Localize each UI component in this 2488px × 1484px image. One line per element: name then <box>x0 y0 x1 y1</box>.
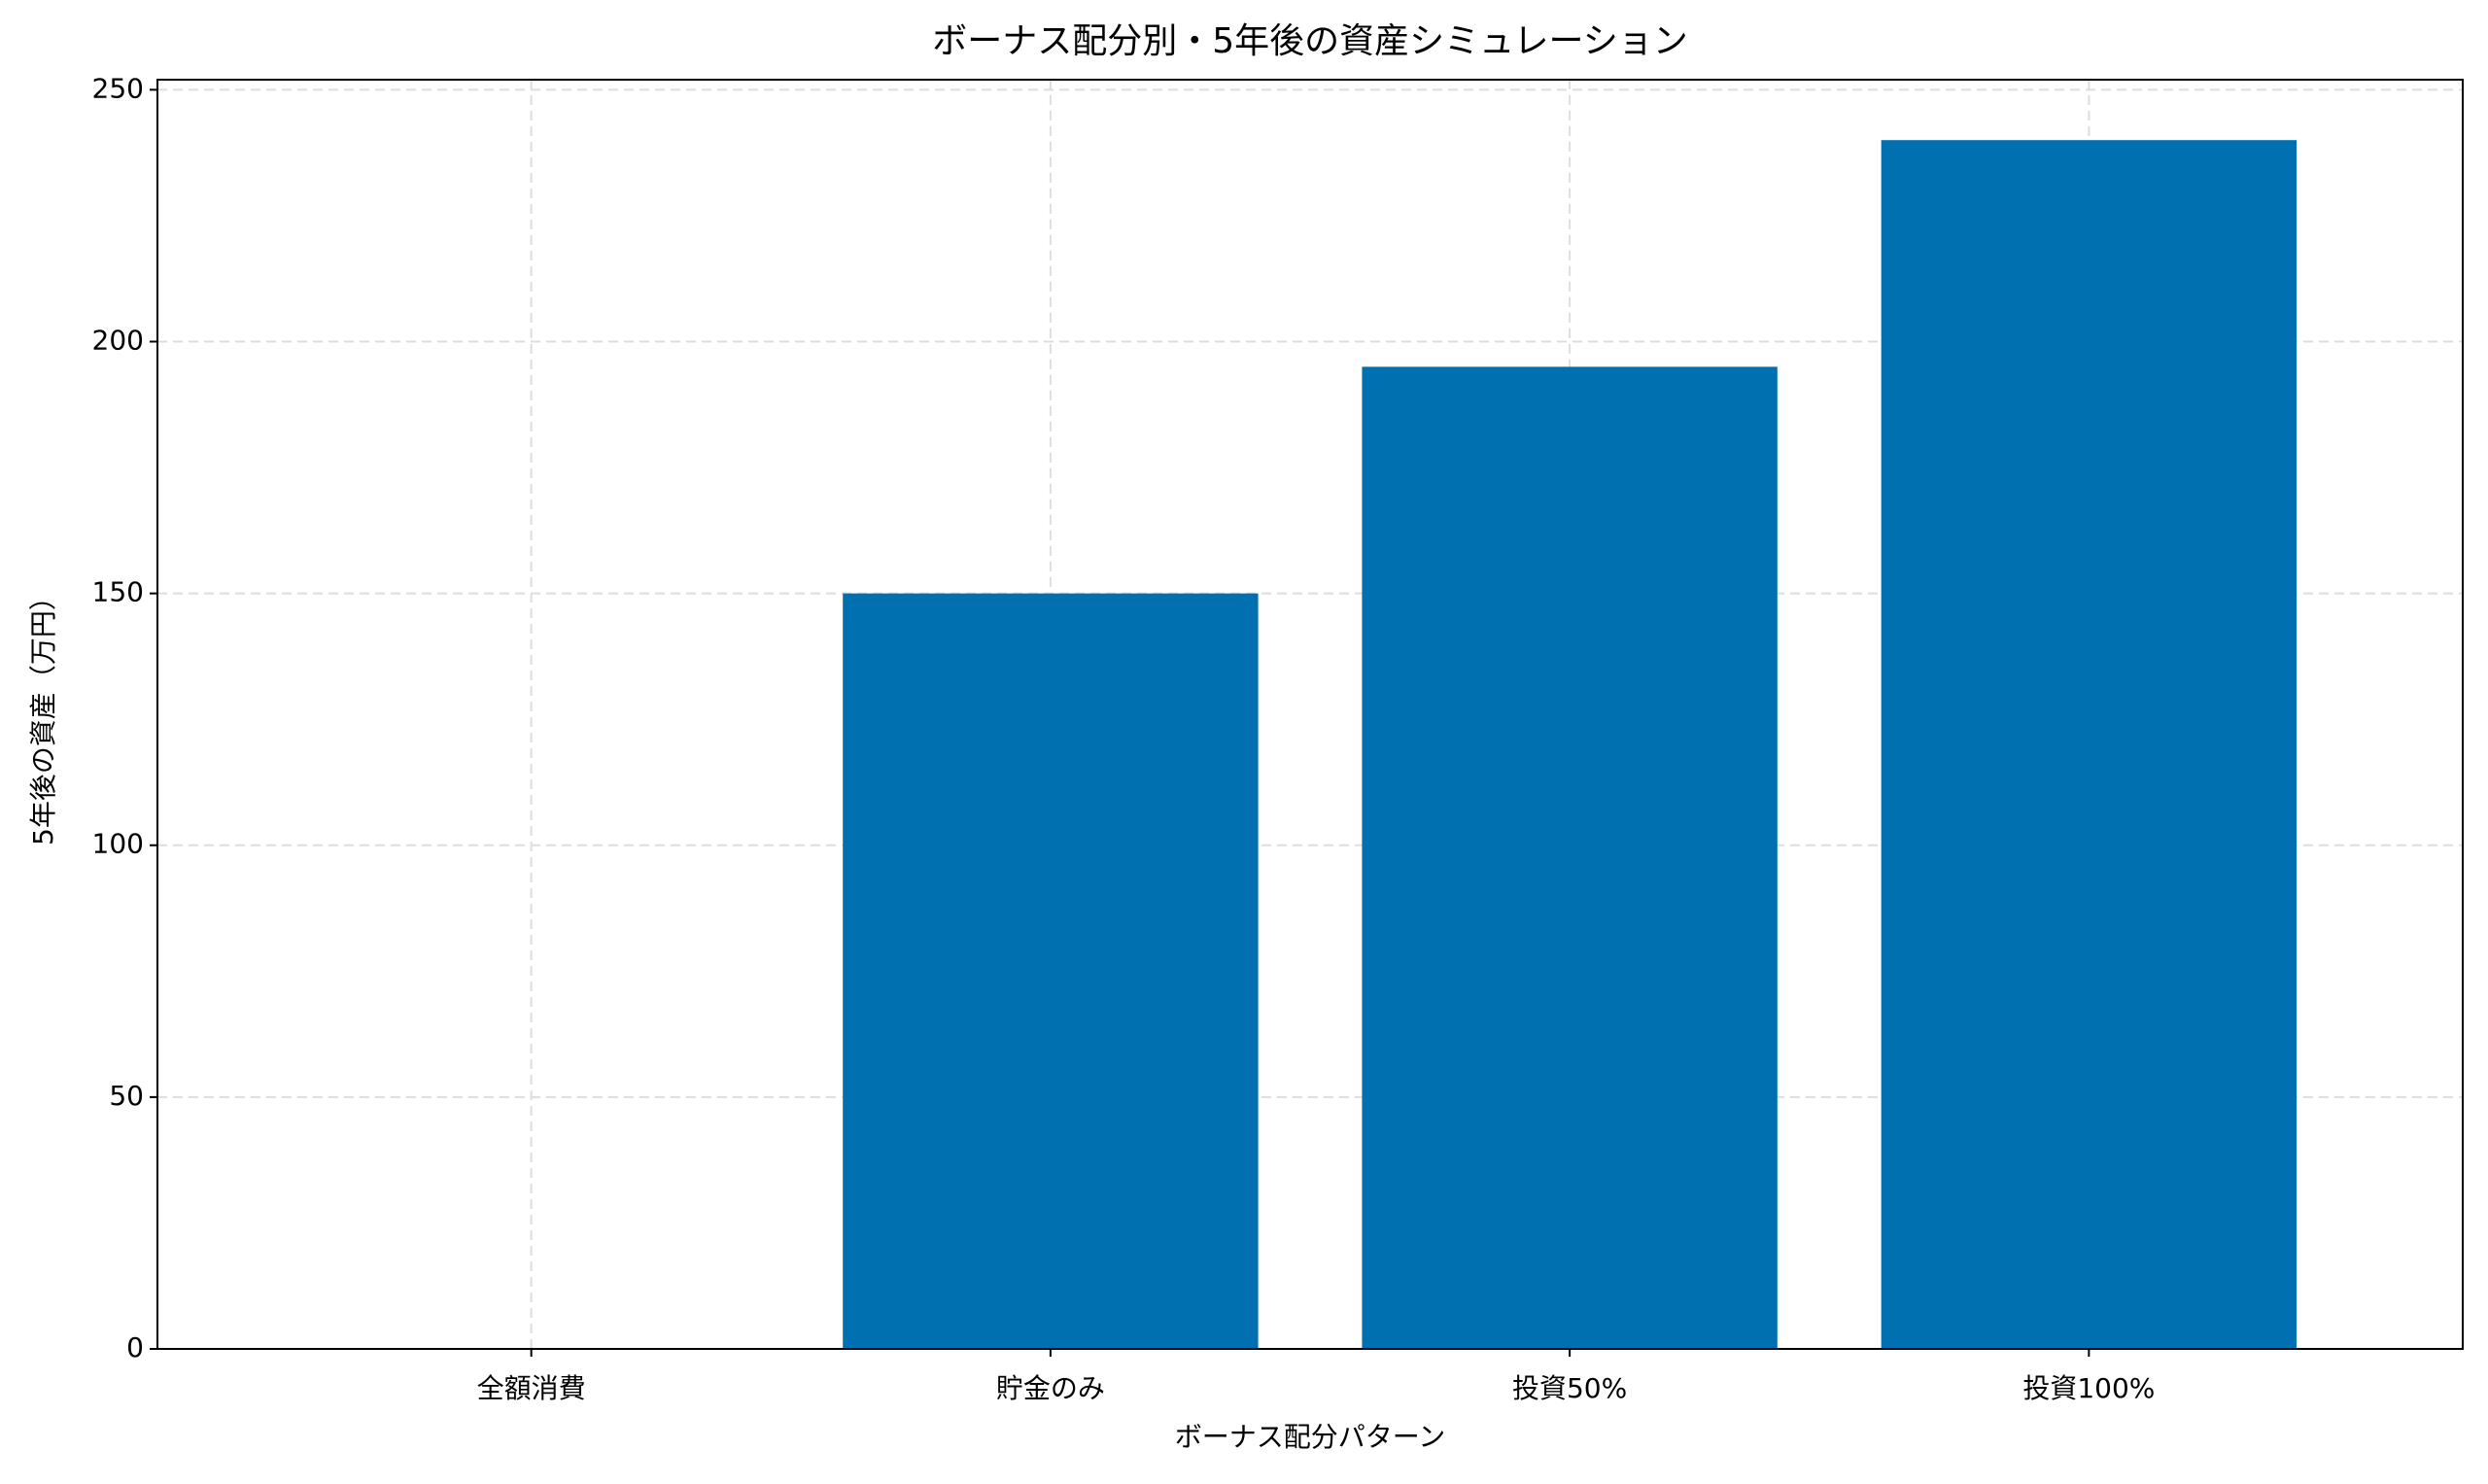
y-tick-label: 200 <box>92 324 144 356</box>
x-tick-label: 全額消費 <box>477 1372 586 1404</box>
y-tick-label: 150 <box>92 576 144 608</box>
x-tick-label: 投資100% <box>2022 1372 2155 1404</box>
chart-title: ボーナス配分別・5年後の資産シミュレーション <box>932 21 1687 61</box>
bar <box>1881 140 2298 1350</box>
y-axis-label: 5年後の資産（万円） <box>27 583 59 846</box>
plot-frame <box>156 79 2464 1350</box>
y-tick-label: 50 <box>109 1080 144 1112</box>
x-axis-label: ボーナス配分パターン <box>1175 1421 1446 1453</box>
bar <box>843 593 1259 1349</box>
x-tick-label: 投資50% <box>1512 1372 1627 1404</box>
bar <box>1362 366 1778 1349</box>
y-tick-label: 100 <box>92 828 144 860</box>
x-tick-label: 貯金のみ <box>996 1372 1105 1404</box>
y-tick-label: 0 <box>126 1331 144 1363</box>
y-tick-label: 250 <box>92 72 144 104</box>
